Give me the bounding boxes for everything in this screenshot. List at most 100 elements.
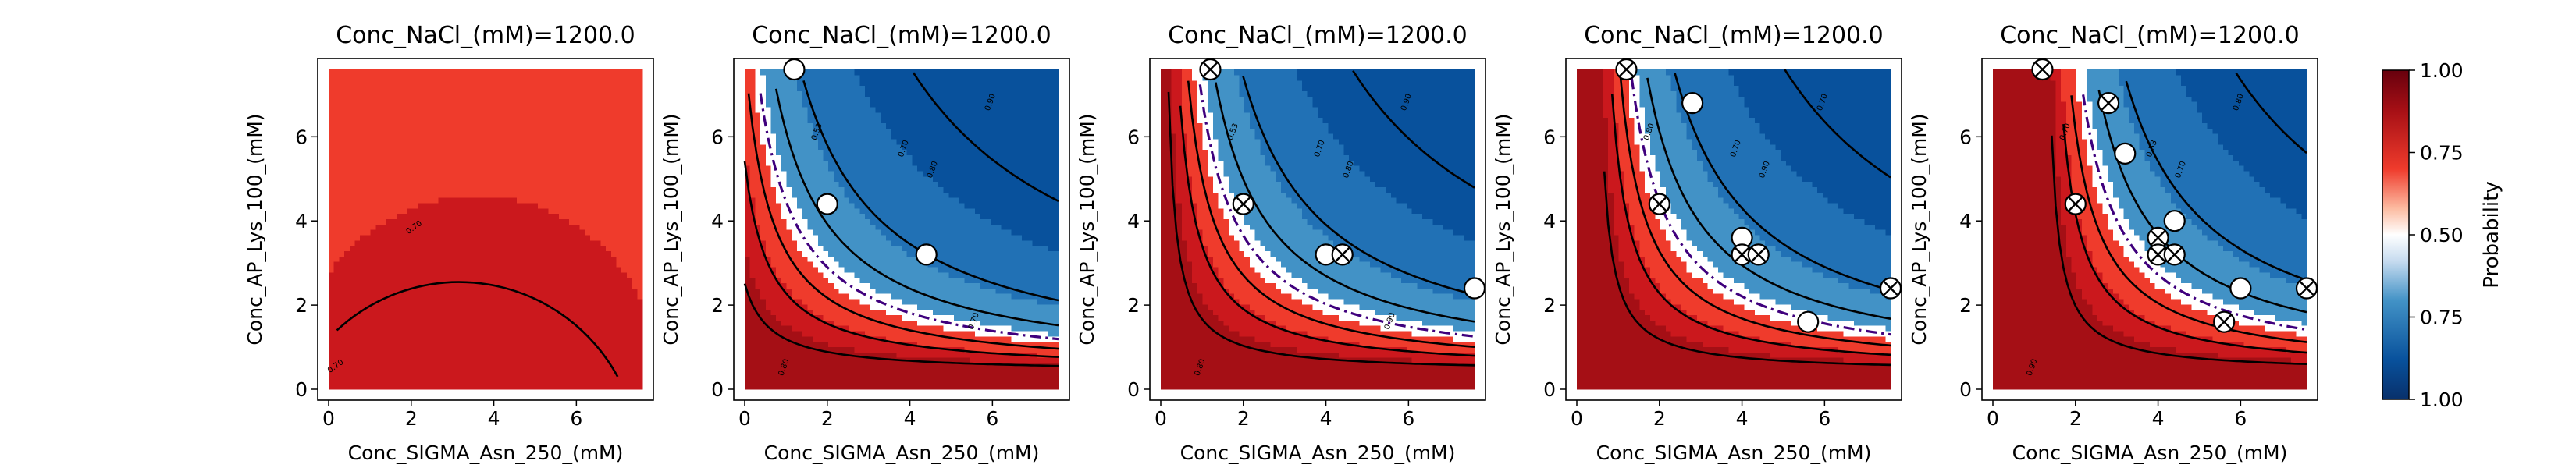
contour-cell <box>766 278 771 283</box>
contour-cell <box>611 282 617 288</box>
contour-cell <box>807 368 813 374</box>
contour-cell <box>486 133 491 139</box>
contour-cell <box>923 278 928 283</box>
contour-cell <box>423 346 429 352</box>
contour-cell <box>543 384 549 389</box>
contour-cell <box>575 208 580 214</box>
contour-cell <box>923 304 928 310</box>
contour-cell <box>449 310 454 315</box>
contour-cell <box>813 368 818 374</box>
contour-cell <box>1012 384 1017 389</box>
contour-cell <box>428 192 433 197</box>
contour-cell <box>1001 272 1006 278</box>
contour-cell <box>575 336 580 342</box>
contour-cell <box>569 160 575 165</box>
contour-cell <box>617 336 622 342</box>
contour-cell <box>528 346 533 352</box>
contour-cell <box>590 310 596 315</box>
contour-cell <box>496 218 501 224</box>
contour-cell <box>760 384 766 389</box>
contour-cell <box>575 304 580 310</box>
contour-cell <box>548 342 553 347</box>
contour-cell <box>391 346 397 352</box>
contour-cell <box>339 80 344 86</box>
contour-cell <box>475 128 481 133</box>
contour-cell <box>621 378 627 384</box>
contour-cell <box>507 320 512 325</box>
contour-cell <box>428 246 433 251</box>
contour-cell <box>870 272 876 278</box>
contour-cell <box>792 293 797 299</box>
contour-cell <box>475 368 481 374</box>
contour-cell <box>486 118 491 123</box>
contour-cell <box>543 182 549 187</box>
contour-cell <box>991 304 996 310</box>
contour-cell <box>569 368 575 374</box>
contour-cell <box>334 150 340 155</box>
contour-cell <box>454 299 460 304</box>
contour-cell <box>460 154 465 160</box>
contour-cell <box>750 346 756 352</box>
contour-cell <box>632 176 638 182</box>
contour-cell <box>1027 299 1033 304</box>
contour-cell <box>532 288 538 293</box>
contour-cell <box>617 150 622 155</box>
contour-cell <box>501 218 507 224</box>
contour-cell <box>1016 368 1022 374</box>
contour-cell <box>391 378 397 384</box>
contour-cell <box>902 304 907 310</box>
contour-cell <box>532 310 538 315</box>
contour-cell <box>360 342 365 347</box>
contour-cell <box>501 144 507 150</box>
contour-cell <box>375 144 381 150</box>
contour-cell <box>575 218 580 224</box>
contour-cell <box>407 197 413 203</box>
contour-cell <box>423 272 429 278</box>
contour-cell <box>491 86 496 91</box>
contour-cell <box>507 107 512 112</box>
contour-cell <box>371 128 376 133</box>
contour-cell <box>600 122 606 128</box>
contour-cell <box>528 139 533 144</box>
contour-cell <box>460 208 465 214</box>
contour-cell <box>402 363 407 368</box>
contour-cell <box>339 384 344 389</box>
contour-cell <box>339 150 344 155</box>
contour-cell <box>439 86 444 91</box>
contour-cell <box>402 122 407 128</box>
contour-cell <box>802 293 808 299</box>
contour-cell <box>475 246 481 251</box>
contour-cell <box>486 69 491 75</box>
contour-cell <box>569 154 575 160</box>
contour-cell <box>797 352 802 357</box>
contour-cell <box>807 293 813 299</box>
contour-cell <box>344 272 350 278</box>
contour-cell <box>781 331 787 336</box>
contour-cell <box>522 267 528 272</box>
contour-cell <box>637 336 642 342</box>
contour-cell <box>928 352 934 357</box>
contour-cell <box>532 267 538 272</box>
contour-cell <box>397 171 402 176</box>
contour-cell <box>365 218 371 224</box>
contour-cell <box>553 197 559 203</box>
contour-cell <box>365 352 371 357</box>
contour-cell <box>606 278 611 283</box>
contour-cell <box>460 267 465 272</box>
contour-cell <box>948 288 954 293</box>
contour-cell <box>391 272 397 278</box>
contour-cell <box>637 133 642 139</box>
contour-cell <box>771 299 777 304</box>
contour-cell <box>912 293 917 299</box>
contour-cell <box>745 325 750 331</box>
contour-cell <box>1001 310 1006 315</box>
contour-cell <box>449 267 454 272</box>
contour-cell <box>365 133 371 139</box>
contour-cell <box>386 165 392 171</box>
contour-cell <box>548 267 553 272</box>
contour-cell <box>1053 314 1059 320</box>
contour-cell <box>507 171 512 176</box>
contour-cell <box>480 122 486 128</box>
contour-cell <box>617 352 622 357</box>
contour-cell <box>496 90 501 96</box>
